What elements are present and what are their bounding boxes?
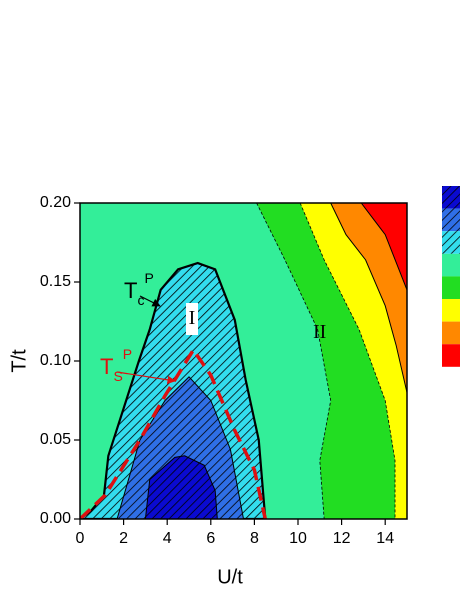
legend-swatch: [442, 299, 460, 322]
annotation-sup: P: [144, 270, 153, 286]
annotation-text: I: [189, 307, 196, 329]
annotation-arrow: [139, 295, 161, 307]
contour-line: [144, 455, 218, 519]
legend-swatch: [442, 344, 460, 367]
legend-swatch: [442, 253, 460, 277]
y-tick-label: 0.05: [40, 431, 71, 448]
plot-area: [80, 203, 407, 519]
x-tick-label: 4: [163, 530, 172, 547]
x-tick-label: 6: [206, 530, 215, 547]
x-axis-label: U/t: [217, 566, 243, 588]
annotation-sub: c: [137, 292, 144, 308]
contour-region: [361, 203, 407, 290]
x-tick-label: 10: [289, 530, 307, 547]
y-axis-label: T/t: [8, 349, 30, 373]
x-tick-label: 14: [376, 530, 394, 547]
x-tick-label: 2: [119, 530, 128, 547]
y-tick-label: 0.15: [40, 273, 71, 290]
x-tick-label: 8: [250, 530, 259, 547]
x-tick-label: 12: [333, 530, 351, 547]
annotation: I: [189, 307, 196, 329]
contour-line: [299, 203, 407, 519]
annotation-text: II: [313, 321, 326, 343]
contour-line: [360, 203, 407, 291]
contour-region: [330, 203, 407, 393]
legend-swatch: [442, 276, 460, 299]
contour-hatch: [145, 455, 218, 519]
legend-hatch: [442, 231, 460, 254]
legend-hatch: [442, 208, 460, 232]
annotation: TcP: [124, 270, 154, 308]
annotation-text: T: [124, 278, 137, 303]
y-tick-label: 0.10: [40, 352, 71, 369]
annotation-box: [186, 303, 198, 335]
contour-line: [80, 346, 268, 519]
annotation: II: [313, 321, 326, 343]
annotation-text: T: [100, 354, 113, 379]
legend-hatch: [442, 186, 460, 209]
contour-line: [330, 203, 407, 393]
y-tick-label: 0.20: [40, 194, 71, 211]
contour-line: [80, 261, 267, 519]
y-tick-label: 0.00: [40, 510, 71, 527]
annotation-sub: S: [113, 368, 122, 384]
annotation-arrow: [116, 371, 176, 384]
x-tick-label: 0: [76, 530, 85, 547]
legend-swatch: [442, 321, 460, 345]
annotation: TSP: [100, 346, 132, 384]
annotation-sup: P: [123, 346, 132, 362]
